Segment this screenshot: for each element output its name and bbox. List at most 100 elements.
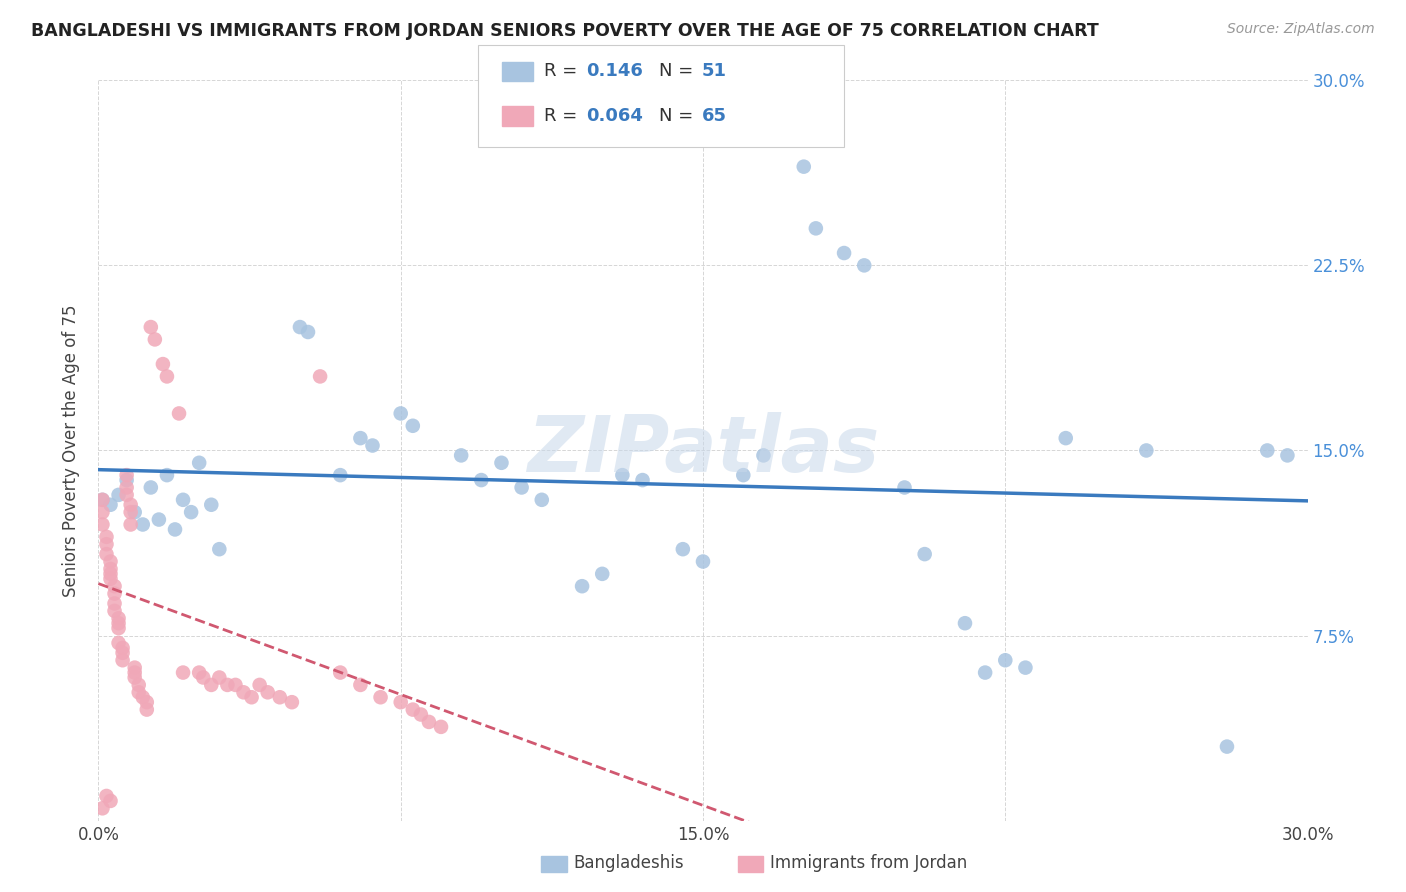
Point xyxy=(853,258,876,272)
Point xyxy=(224,678,246,692)
Point xyxy=(120,505,142,519)
Point xyxy=(240,690,263,705)
Point xyxy=(100,794,122,808)
Text: R =: R = xyxy=(544,107,583,125)
Point xyxy=(96,537,118,551)
Point xyxy=(107,611,129,625)
Point xyxy=(733,468,755,483)
Point xyxy=(100,498,122,512)
Point xyxy=(91,492,114,507)
Point xyxy=(163,523,186,537)
Text: 65: 65 xyxy=(702,107,727,125)
Text: BANGLADESHI VS IMMIGRANTS FROM JORDAN SENIORS POVERTY OVER THE AGE OF 75 CORRELA: BANGLADESHI VS IMMIGRANTS FROM JORDAN SE… xyxy=(31,22,1098,40)
Text: Immigrants from Jordan: Immigrants from Jordan xyxy=(770,855,967,872)
Point xyxy=(1216,739,1239,754)
Point xyxy=(1014,660,1036,674)
Point xyxy=(111,640,134,655)
Point xyxy=(152,357,174,371)
Point xyxy=(571,579,593,593)
Point xyxy=(132,517,155,532)
Point xyxy=(120,517,142,532)
Point xyxy=(103,604,125,618)
Point xyxy=(103,586,125,600)
Point xyxy=(139,480,162,494)
Point xyxy=(200,498,222,512)
Point xyxy=(217,678,239,692)
Point xyxy=(91,801,114,815)
Point xyxy=(188,456,211,470)
Text: R =: R = xyxy=(544,62,583,80)
Point xyxy=(188,665,211,680)
Point xyxy=(107,488,129,502)
Point xyxy=(200,678,222,692)
Point xyxy=(418,714,440,729)
Text: 0.064: 0.064 xyxy=(586,107,643,125)
Point xyxy=(96,530,118,544)
Point xyxy=(103,579,125,593)
Point xyxy=(974,665,997,680)
Point xyxy=(172,665,194,680)
Text: N =: N = xyxy=(659,62,699,80)
Point xyxy=(297,325,319,339)
Point xyxy=(430,720,453,734)
Point xyxy=(143,332,166,346)
Point xyxy=(1054,431,1077,445)
Point xyxy=(107,636,129,650)
Point xyxy=(692,555,714,569)
Point xyxy=(402,703,425,717)
Point xyxy=(111,653,134,667)
Point xyxy=(167,407,190,421)
Point xyxy=(349,431,371,445)
Point xyxy=(208,542,231,557)
Point xyxy=(120,498,142,512)
Point xyxy=(139,320,162,334)
Point xyxy=(470,473,492,487)
Point xyxy=(402,418,425,433)
Point xyxy=(832,246,855,260)
Point xyxy=(115,468,138,483)
Point xyxy=(156,369,179,384)
Point xyxy=(450,449,472,463)
Point xyxy=(156,468,179,483)
Point xyxy=(100,572,122,586)
Point xyxy=(510,480,533,494)
Point xyxy=(389,407,412,421)
Point xyxy=(370,690,392,705)
Point xyxy=(103,597,125,611)
Point xyxy=(91,517,114,532)
Point xyxy=(249,678,271,692)
Point xyxy=(349,678,371,692)
Point xyxy=(793,160,815,174)
Point xyxy=(672,542,695,557)
Point xyxy=(91,505,114,519)
Point xyxy=(128,685,150,699)
Point xyxy=(591,566,613,581)
Point xyxy=(281,695,304,709)
Point xyxy=(953,616,976,631)
Point xyxy=(115,488,138,502)
Point xyxy=(180,505,202,519)
Point xyxy=(1277,449,1299,463)
Point xyxy=(631,473,654,487)
Point xyxy=(269,690,291,705)
Point xyxy=(132,690,155,705)
Point xyxy=(530,492,553,507)
Point xyxy=(309,369,332,384)
Point xyxy=(135,695,157,709)
Point xyxy=(115,473,138,487)
Point xyxy=(232,685,254,699)
Point xyxy=(128,678,150,692)
Point xyxy=(409,707,432,722)
Text: ZIPatlas: ZIPatlas xyxy=(527,412,879,489)
Point xyxy=(329,468,352,483)
Point xyxy=(893,480,915,494)
Point xyxy=(124,660,146,674)
Point xyxy=(100,566,122,581)
Text: 51: 51 xyxy=(702,62,727,80)
Text: Bangladeshis: Bangladeshis xyxy=(574,855,685,872)
Text: 0.146: 0.146 xyxy=(586,62,643,80)
Point xyxy=(100,555,122,569)
Point xyxy=(804,221,827,235)
Point xyxy=(172,492,194,507)
Point xyxy=(389,695,412,709)
